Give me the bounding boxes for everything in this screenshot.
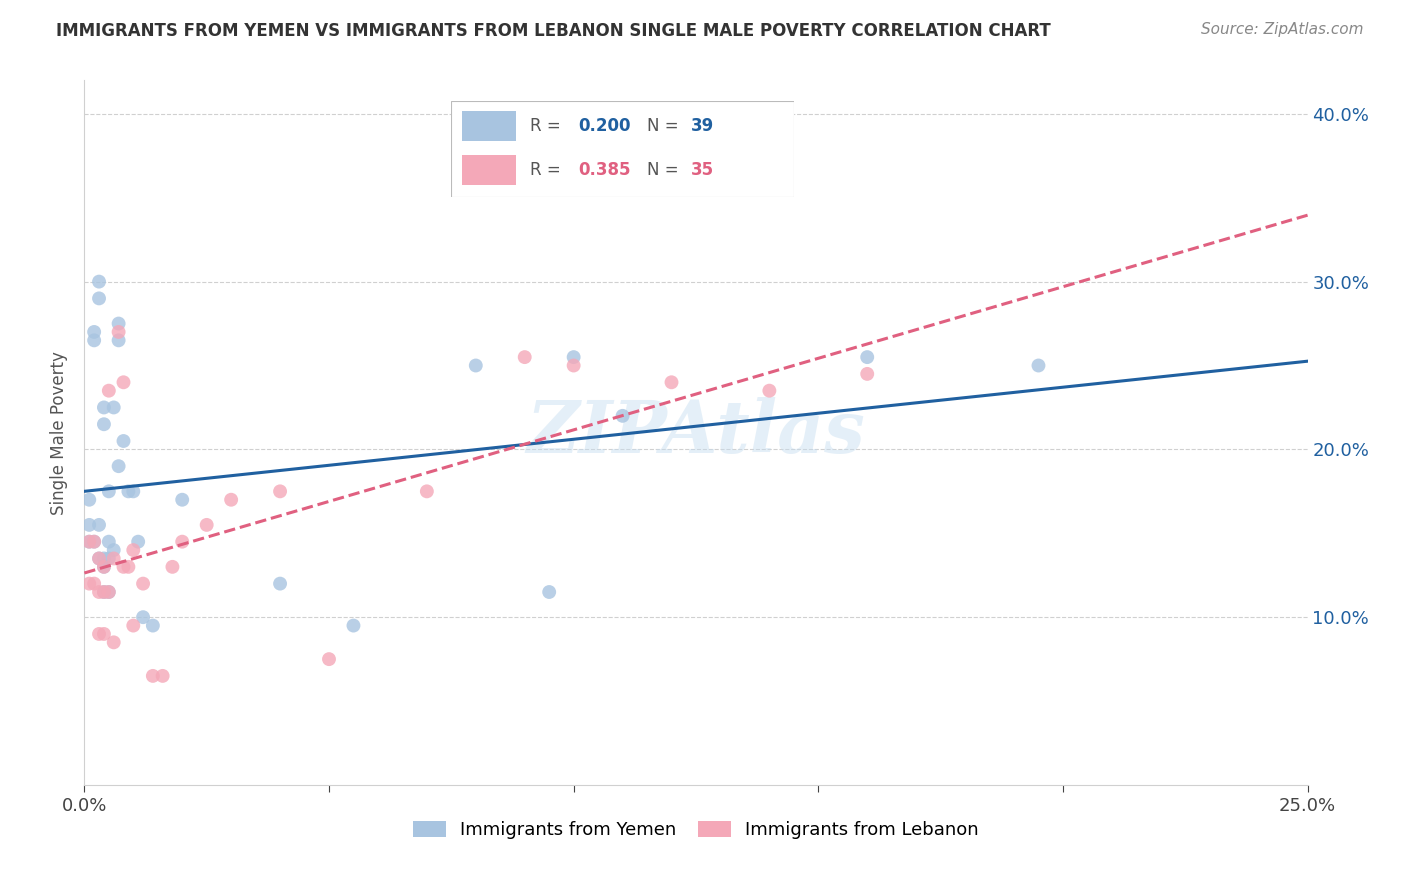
Point	[97, 534, 120, 549]
Point	[87, 292, 110, 306]
Point	[464, 359, 486, 373]
Point	[93, 401, 115, 415]
Point	[122, 543, 145, 558]
Point	[758, 384, 780, 398]
Point	[93, 585, 115, 599]
Point	[122, 484, 145, 499]
Point	[612, 409, 634, 423]
Point	[416, 484, 439, 499]
Point	[342, 618, 364, 632]
Point	[97, 551, 120, 566]
Point	[112, 559, 135, 574]
Point	[83, 334, 105, 348]
Point	[132, 576, 155, 591]
Text: Source: ZipAtlas.com: Source: ZipAtlas.com	[1201, 22, 1364, 37]
Point	[219, 492, 242, 507]
Point	[77, 576, 100, 591]
Point	[269, 484, 291, 499]
Point	[83, 534, 105, 549]
Point	[107, 334, 129, 348]
Point	[117, 559, 139, 574]
Point	[97, 384, 120, 398]
Point	[97, 585, 120, 599]
Point	[661, 376, 683, 390]
Point	[97, 585, 120, 599]
Point	[83, 534, 105, 549]
Text: IMMIGRANTS FROM YEMEN VS IMMIGRANTS FROM LEBANON SINGLE MALE POVERTY CORRELATION: IMMIGRANTS FROM YEMEN VS IMMIGRANTS FROM…	[56, 22, 1052, 40]
Point	[83, 325, 105, 339]
Point	[103, 635, 125, 649]
Point	[513, 350, 536, 364]
Point	[93, 559, 115, 574]
Point	[172, 492, 194, 507]
Point	[132, 610, 155, 624]
Point	[87, 585, 110, 599]
Point	[93, 551, 115, 566]
Point	[77, 534, 100, 549]
Point	[562, 359, 585, 373]
Point	[103, 551, 125, 566]
Legend: Immigrants from Yemen, Immigrants from Lebanon: Immigrants from Yemen, Immigrants from L…	[406, 814, 986, 847]
Point	[538, 585, 561, 599]
Point	[87, 551, 110, 566]
Point	[103, 401, 125, 415]
Point	[87, 551, 110, 566]
Point	[103, 543, 125, 558]
Point	[83, 576, 105, 591]
Point	[77, 517, 100, 532]
Point	[122, 618, 145, 632]
Point	[142, 669, 165, 683]
Point	[107, 459, 129, 474]
Point	[195, 517, 218, 532]
Point	[77, 534, 100, 549]
Point	[1028, 359, 1050, 373]
Point	[93, 627, 115, 641]
Text: ZIPAtlas: ZIPAtlas	[527, 397, 865, 468]
Point	[152, 669, 174, 683]
Point	[87, 275, 110, 289]
Point	[172, 534, 194, 549]
Point	[112, 434, 135, 448]
Point	[87, 517, 110, 532]
Point	[93, 585, 115, 599]
Point	[107, 317, 129, 331]
Point	[856, 367, 879, 381]
Point	[117, 484, 139, 499]
Point	[269, 576, 291, 591]
Point	[318, 652, 340, 666]
Point	[142, 618, 165, 632]
Point	[112, 376, 135, 390]
Point	[93, 559, 115, 574]
Point	[562, 350, 585, 364]
Point	[87, 627, 110, 641]
Point	[856, 350, 879, 364]
Point	[162, 559, 184, 574]
Point	[93, 417, 115, 432]
Y-axis label: Single Male Poverty: Single Male Poverty	[51, 351, 69, 515]
Point	[107, 325, 129, 339]
Point	[127, 534, 149, 549]
Point	[97, 484, 120, 499]
Point	[77, 492, 100, 507]
